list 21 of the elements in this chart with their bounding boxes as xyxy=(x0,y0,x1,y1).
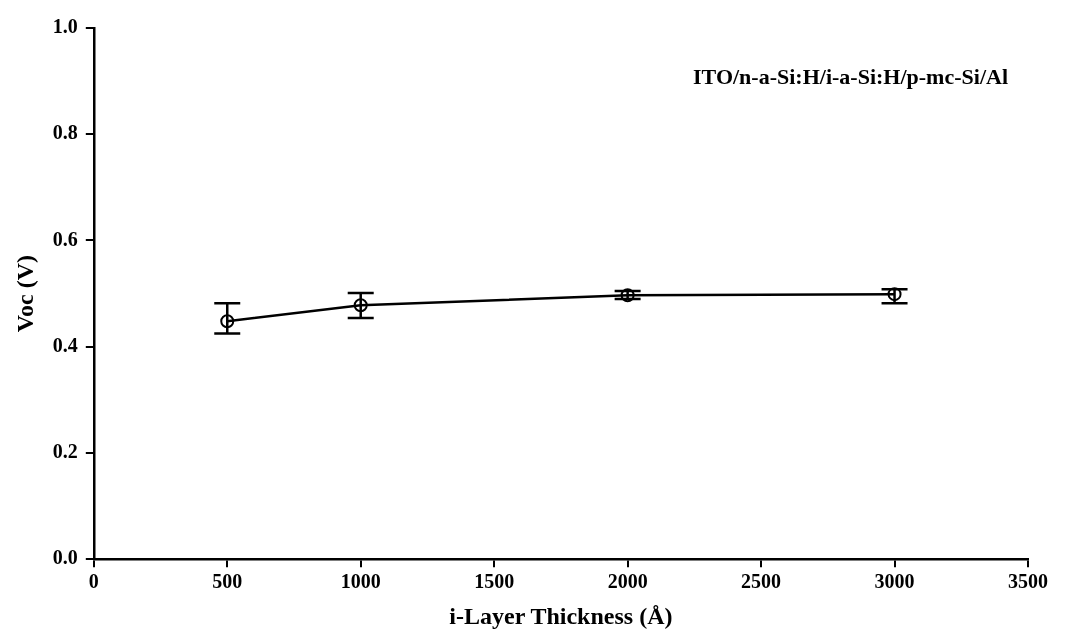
x-axis-title: i-Layer Thickness (Å) xyxy=(449,602,673,629)
y-tick-label: 0.0 xyxy=(52,546,78,569)
x-tick-label: 1500 xyxy=(474,570,515,593)
point xyxy=(620,288,635,303)
point xyxy=(887,287,902,302)
point xyxy=(353,298,368,313)
x-tick-label: 3500 xyxy=(1008,570,1048,593)
point xyxy=(220,314,235,329)
x-tick-label: 2500 xyxy=(741,570,782,593)
y-tick-label: 0.8 xyxy=(52,121,78,144)
y-tick-label: 0.4 xyxy=(52,333,78,356)
x-tick-label: 1000 xyxy=(340,570,381,593)
y-tick-label: 0.6 xyxy=(52,227,78,250)
x-tick-label: 2000 xyxy=(607,570,648,593)
y-tick-label: 0.2 xyxy=(52,440,78,463)
y-axis-title: Voc (V) xyxy=(11,255,38,333)
y-tick-label: 1.0 xyxy=(52,15,78,38)
x-tick-label: 3000 xyxy=(874,570,915,593)
x-tick-label: 500 xyxy=(212,570,243,593)
annotation: ITO/n-a-Si:H/i-a-Si:H/p-mc-Si/Al xyxy=(693,63,1008,89)
x-tick-label: 0 xyxy=(88,570,99,593)
